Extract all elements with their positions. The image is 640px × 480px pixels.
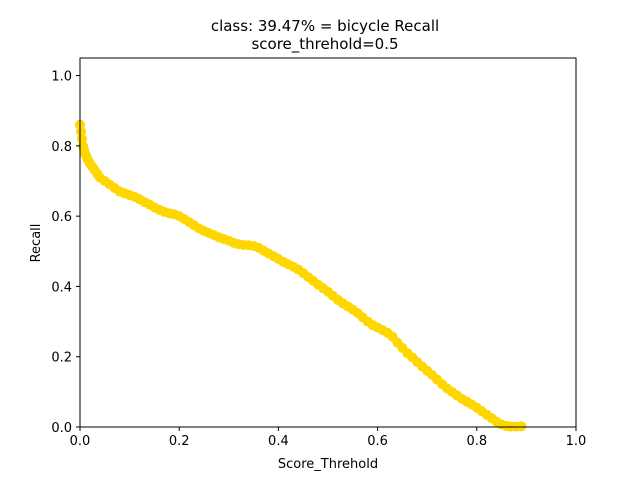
chart-title-line-1: class: 39.47% = bicycle Recall (211, 17, 439, 35)
y-axis-label: Recall (29, 224, 44, 263)
x-tick-label: 0.4 (268, 434, 289, 449)
x-tick-label: 0.8 (466, 434, 487, 449)
chart-title-line-2: score_threhold=0.5 (251, 35, 398, 54)
data-point (516, 421, 527, 432)
y-tick-label: 0.4 (51, 280, 72, 295)
data-points (75, 119, 527, 432)
x-tick-label: 0.6 (367, 434, 388, 449)
x-axis-ticks: 0.0 0.2 0.4 0.6 0.8 1.0 (70, 427, 587, 449)
plot-frame (79, 57, 577, 428)
x-tick-label: 0.0 (70, 434, 91, 449)
y-axis-ticks: 0.0 0.2 0.4 0.6 0.8 1.0 (51, 70, 80, 436)
x-tick-label: 0.2 (169, 434, 190, 449)
y-tick-label: 0.2 (51, 351, 72, 366)
y-tick-label: 1.0 (51, 70, 72, 85)
x-axis-label: Score_Threhold (278, 457, 378, 472)
y-tick-label: 0.8 (51, 140, 72, 155)
y-tick-label: 0.0 (51, 421, 72, 436)
y-tick-label: 0.6 (51, 210, 72, 225)
x-tick-label: 1.0 (566, 434, 587, 449)
